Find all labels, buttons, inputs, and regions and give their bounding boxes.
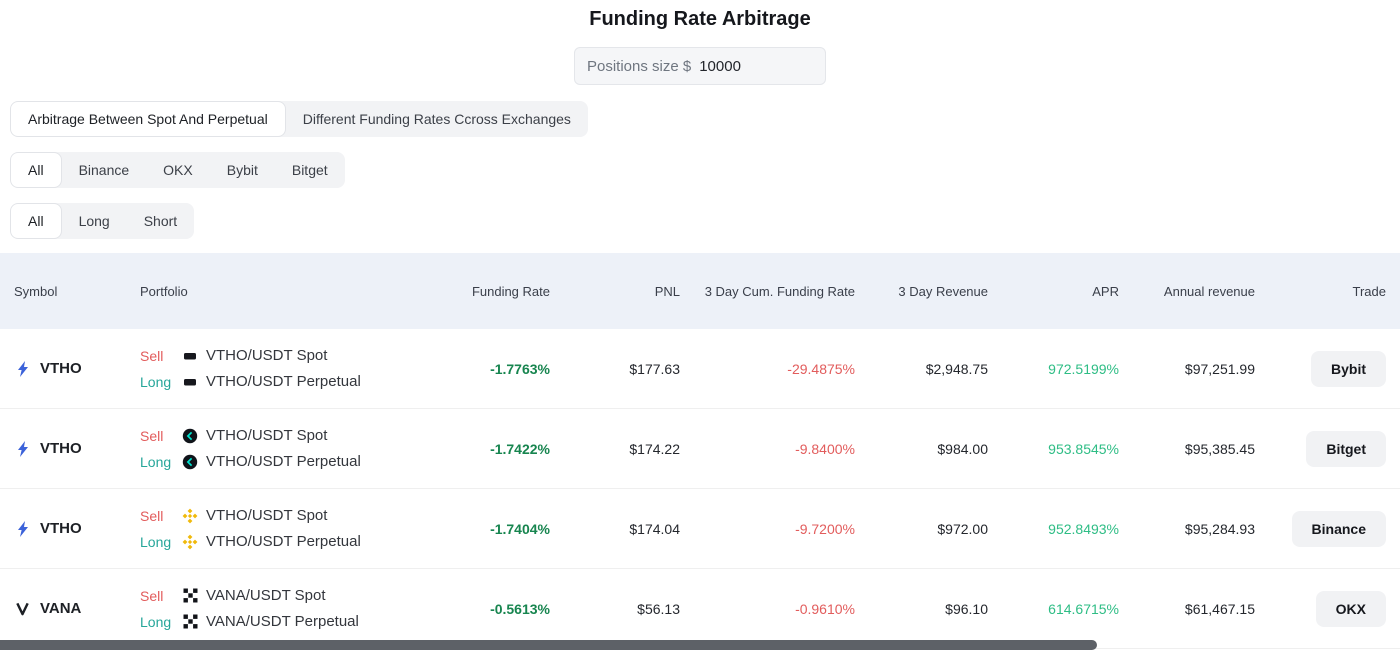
trade-button-bitget[interactable]: Bitget [1306, 430, 1386, 467]
apr-value: 614.6715% [1048, 600, 1119, 617]
perp-pair-label: VTHO/USDT Perpetual [206, 533, 361, 550]
sell-label: Sell [140, 427, 164, 444]
trade-button-binance[interactable]: Binance [1291, 510, 1386, 547]
pnl-value: $174.04 [629, 520, 680, 537]
portfolio-cell: Sell VTHO/USDT Spot Long VTHO/USDT Perpe… [140, 507, 430, 550]
portfolio-cell: Sell VANA/USDT Spot Long VANA/USDT Perpe… [140, 587, 430, 630]
bybit-icon [182, 348, 198, 364]
funding-rate-value: -1.7422% [490, 440, 550, 457]
exchange-filter-bitget[interactable]: Bitget [275, 152, 345, 188]
cum-funding-rate-value: -0.9610% [795, 600, 855, 617]
revenue-3d-value: $972.00 [937, 520, 988, 537]
okx-icon [182, 588, 198, 604]
spot-pair-label: VANA/USDT Spot [206, 587, 326, 604]
position-size-input[interactable]: Positions size $ 10000 [574, 47, 826, 85]
exchange-filter-okx[interactable]: OKX [146, 152, 210, 188]
header-portfolio: Portfolio [140, 283, 188, 299]
table-row: VTHO Sell VTHO/USDT Spot Long VTHO/USDT … [0, 489, 1400, 569]
cum-funding-rate-value: -29.4875% [787, 360, 855, 377]
cum-funding-rate-value: -9.7200% [795, 520, 855, 537]
sell-label: Sell [140, 347, 164, 364]
okx-icon [182, 614, 198, 630]
tab-cross-exchange[interactable]: Different Funding Rates Ccross Exchanges [286, 101, 588, 137]
table-header-row: Symbol Portfolio Funding Rate PNL 3 Day … [0, 253, 1400, 329]
table-row: VTHO Sell VTHO/USDT Spot Long VTHO/USDT … [0, 409, 1400, 489]
header-symbol: Symbol [14, 283, 58, 299]
header-annual-revenue: Annual revenue [1163, 283, 1255, 299]
header-cum-funding-rate: 3 Day Cum. Funding Rate [704, 283, 855, 299]
perp-pair-label: VTHO/USDT Perpetual [206, 453, 361, 470]
table-row: VTHO Sell VTHO/USDT Spot Long VTHO/USDT … [0, 329, 1400, 409]
spot-pair-label: VTHO/USDT Spot [206, 507, 328, 524]
symbol-name: VTHO [40, 520, 82, 537]
apr-value: 952.8493% [1048, 520, 1119, 537]
table-row: VANA Sell VANA/USDT Spot Long VANA/USDT … [0, 569, 1400, 649]
arbitrage-table: Symbol Portfolio Funding Rate PNL 3 Day … [0, 253, 1400, 649]
perp-pair-label: VANA/USDT Perpetual [206, 613, 359, 630]
perp-pair-label: VTHO/USDT Perpetual [206, 373, 361, 390]
spot-pair-label: VTHO/USDT Spot [206, 427, 328, 444]
revenue-3d-value: $984.00 [937, 440, 988, 457]
annual-revenue-value: $97,251.99 [1184, 360, 1255, 377]
binance-icon [182, 534, 198, 550]
side-filter-short[interactable]: Short [127, 203, 194, 239]
bitget-icon [182, 428, 198, 444]
binance-icon [182, 508, 198, 524]
horizontal-scrollbar[interactable] [0, 640, 1097, 650]
vtho-icon [14, 520, 31, 537]
funding-rate-value: -1.7404% [490, 520, 550, 537]
position-size-label: Positions size $ [587, 57, 692, 75]
header-3day-revenue: 3 Day Revenue [898, 283, 988, 299]
symbol-name: VANA [40, 600, 82, 617]
side-filter-long[interactable]: Long [62, 203, 127, 239]
side-filter-all[interactable]: All [10, 203, 62, 239]
symbol-name: VTHO [40, 360, 82, 377]
long-label: Long [140, 613, 172, 630]
pnl-value: $177.63 [629, 360, 680, 377]
revenue-3d-value: $2,948.75 [925, 360, 988, 377]
exchange-filter-binance[interactable]: Binance [62, 152, 147, 188]
header-apr: APR [1092, 283, 1119, 299]
bitget-icon [182, 454, 198, 470]
sell-label: Sell [140, 587, 164, 604]
vtho-icon [14, 440, 31, 457]
apr-value: 953.8545% [1048, 440, 1119, 457]
tab-spot-perpetual[interactable]: Arbitrage Between Spot And Perpetual [10, 101, 286, 137]
spot-pair-label: VTHO/USDT Spot [206, 347, 328, 364]
funding-rate-value: -0.5613% [490, 600, 550, 617]
sell-label: Sell [140, 507, 164, 524]
mode-tabs: Arbitrage Between Spot And Perpetual Dif… [10, 101, 588, 137]
annual-revenue-value: $61,467.15 [1184, 600, 1255, 617]
pnl-value: $174.22 [629, 440, 680, 457]
vtho-icon [14, 360, 31, 377]
header-pnl: PNL [654, 283, 680, 299]
exchange-filter-bybit[interactable]: Bybit [210, 152, 275, 188]
annual-revenue-value: $95,284.93 [1184, 520, 1255, 537]
header-trade: Trade [1352, 283, 1386, 299]
revenue-3d-value: $96.10 [945, 600, 988, 617]
cum-funding-rate-value: -9.8400% [795, 440, 855, 457]
long-label: Long [140, 453, 172, 470]
annual-revenue-value: $95,385.45 [1184, 440, 1255, 457]
funding-rate-value: -1.7763% [490, 360, 550, 377]
symbol-name: VTHO [40, 440, 82, 457]
trade-button-bybit[interactable]: Bybit [1311, 350, 1386, 387]
bybit-icon [182, 374, 198, 390]
long-label: Long [140, 533, 172, 550]
vana-icon [14, 600, 31, 617]
pnl-value: $56.13 [637, 600, 680, 617]
long-label: Long [140, 373, 172, 390]
portfolio-cell: Sell VTHO/USDT Spot Long VTHO/USDT Perpe… [140, 427, 430, 470]
trade-button-okx[interactable]: OKX [1315, 590, 1386, 627]
header-funding-rate: Funding Rate [471, 283, 550, 299]
exchange-filter: All Binance OKX Bybit Bitget [10, 152, 345, 188]
portfolio-cell: Sell VTHO/USDT Spot Long VTHO/USDT Perpe… [140, 347, 430, 390]
exchange-filter-all[interactable]: All [10, 152, 62, 188]
apr-value: 972.5199% [1048, 360, 1119, 377]
side-filter: All Long Short [10, 203, 195, 239]
position-size-value[interactable]: 10000 [699, 57, 741, 75]
page-title: Funding Rate Arbitrage [589, 8, 811, 30]
